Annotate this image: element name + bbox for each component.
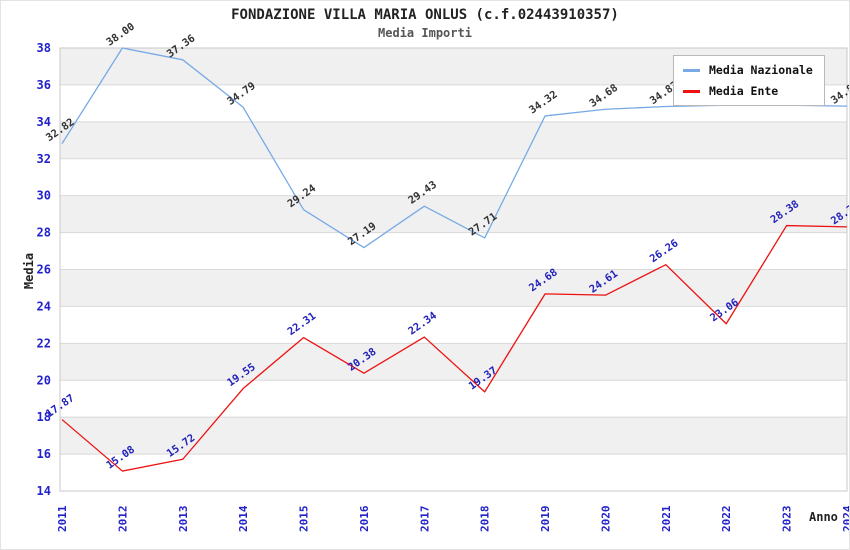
x-tick-label: 2024 [841,505,850,532]
x-tick-label: 2023 [781,506,794,533]
chart-subtitle: Media Importi [378,26,472,40]
y-tick-label: 32 [37,152,51,166]
legend-item-media-nazionale: Media Nazionale [683,63,813,77]
x-tick-label: 2021 [660,505,673,532]
plot-border [59,47,848,492]
x-tick-label: 2015 [298,506,311,533]
x-tick-label: 2011 [56,505,69,532]
background-band [60,306,847,344]
y-tick-label: 34 [37,115,51,129]
background-band [60,380,847,418]
legend-item-media-ente: Media Ente [683,84,813,98]
background-band [60,343,847,381]
background-band [60,232,847,270]
x-tick-label: 2016 [358,505,371,532]
background-band [60,121,847,159]
media-ente-line [61,224,848,472]
y-tick-label: 36 [37,78,51,92]
background-band [60,417,847,455]
y-tick-label: 14 [37,484,51,498]
y-tick-label: 22 [37,336,51,350]
legend-label: Media Nazionale [709,63,813,77]
legend: Media Nazionale Media Ente [673,55,825,106]
y-tick-label: 24 [37,299,51,313]
media-ente-line-swatch [683,89,700,93]
x-tick-label: 2014 [237,505,250,532]
background-band [60,269,847,307]
x-tick-label: 2017 [418,506,431,533]
chart-title: FONDAZIONE VILLA MARIA ONLUS (c.f.024439… [231,7,619,23]
x-tick-label: 2020 [599,506,612,533]
y-tick-label: 20 [37,373,51,387]
background-band [60,195,847,233]
x-tick-label: 2012 [116,506,129,533]
media-nazionale-line-swatch [683,68,700,72]
x-tick-label: 2018 [479,506,492,533]
x-tick-label: 2013 [177,506,190,533]
legend-label: Media Ente [709,84,779,98]
x-tick-label: 2019 [539,506,552,533]
y-tick-label: 38 [37,41,51,55]
y-tick-label: 16 [37,447,51,461]
background-band [60,454,847,491]
background-band [60,158,847,196]
y-tick-label: 30 [37,189,51,203]
x-tick-label: 2022 [720,506,733,533]
x-axis-title: Anno [809,510,838,524]
y-tick-label: 26 [37,263,51,277]
y-tick-label: 28 [37,226,51,240]
y-tick-label: 18 [37,410,51,424]
